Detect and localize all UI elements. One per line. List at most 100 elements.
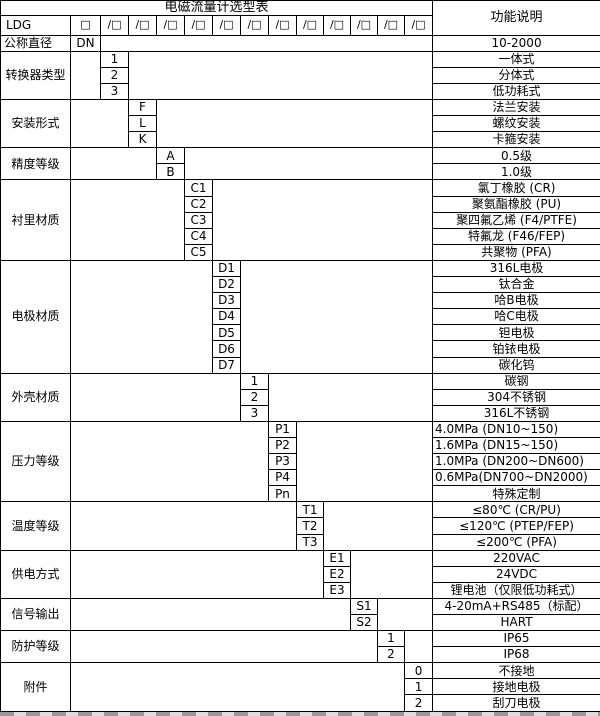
row-label-nominal-diameter: 公称直径 — [0, 34, 71, 52]
group-label-liner-material: 衬里材质 — [0, 179, 71, 261]
option-desc-cell: 4-20mA+RS485（标配） — [432, 597, 600, 616]
option-code-cell: P4 — [268, 469, 297, 487]
option-desc-cell: 碳钢 — [432, 372, 600, 390]
option-desc-cell: 0.6MPa(DN700~DN2000) — [432, 469, 600, 487]
scan-artifact — [0, 712, 600, 716]
option-desc-cell: 0.5级 — [432, 147, 600, 165]
option-desc-cell: 碳化钨 — [432, 356, 600, 374]
model-slot: /□ — [100, 14, 129, 36]
group-label-signal-output: 信号输出 — [0, 597, 71, 632]
empty-cell — [70, 420, 269, 503]
option-code-cell: C2 — [184, 195, 213, 213]
option-desc-cell: 1.6MPa (DN15~150) — [432, 436, 600, 455]
option-code-cell: 0 — [403, 662, 434, 680]
option-code-cell: D2 — [212, 276, 241, 294]
empty-cell — [70, 99, 129, 149]
option-code-cell: T1 — [296, 501, 324, 519]
model-prefix: LDG — [0, 14, 71, 36]
empty-cell — [70, 630, 378, 664]
option-code-cell: D4 — [212, 308, 241, 326]
group-label-converter-type: 转换器类型 — [0, 50, 71, 101]
option-code-cell: T2 — [296, 517, 324, 535]
option-code-cell: E1 — [323, 549, 351, 567]
option-desc-cell: 24VDC — [432, 565, 600, 583]
option-code-cell: F — [128, 99, 157, 117]
empty-cell — [239, 259, 434, 374]
option-desc-cell: 刮刀电极 — [432, 694, 600, 712]
option-desc-cell: 钽电极 — [432, 324, 600, 342]
option-code-cell: L — [128, 115, 157, 133]
group-label-accuracy-class: 精度等级 — [0, 147, 71, 181]
option-desc-cell: 钛合金 — [432, 276, 600, 294]
option-code-cell: C1 — [184, 179, 213, 197]
option-desc-cell: 316L不锈钢 — [432, 404, 600, 422]
model-slot: /□ — [212, 14, 241, 36]
empty-cell — [349, 549, 434, 599]
option-code-cell: D1 — [212, 259, 241, 278]
option-code-cell: 3 — [100, 82, 129, 101]
empty-cell — [70, 50, 101, 101]
option-desc-cell: 哈C电极 — [432, 308, 600, 326]
empty-cell — [403, 630, 434, 664]
option-desc-cell: 聚氨酯橡胶 (PU) — [432, 195, 600, 213]
option-desc-cell: 不接地 — [432, 662, 600, 680]
option-desc-cell: 1.0级 — [432, 163, 600, 181]
empty-cell — [322, 501, 434, 551]
option-desc-cell: 卡箍安装 — [432, 131, 600, 149]
empty-cell — [70, 147, 157, 181]
option-code-cell: 3 — [240, 404, 269, 422]
model-slot: /□ — [377, 14, 405, 36]
option-code-cell: K — [128, 131, 157, 149]
option-desc-cell: 哈B电极 — [432, 292, 600, 310]
option-code-cell: C5 — [184, 243, 213, 261]
option-code-cell: A — [156, 147, 185, 165]
empty-cell — [70, 662, 405, 712]
model-slot: /□ — [268, 14, 297, 36]
group-label-mounting-type: 安装形式 — [0, 99, 71, 149]
empty-cell — [267, 372, 434, 422]
empty-cell — [376, 597, 434, 632]
empty-cell — [70, 501, 297, 551]
empty-cell — [183, 147, 434, 181]
option-desc-cell: 聚四氟乙烯 (F4/PTFE) — [432, 211, 600, 229]
option-desc-cell: 接地电极 — [432, 678, 600, 696]
empty-cell — [70, 179, 185, 261]
table-title: 电磁流量计选型表 — [0, 0, 434, 16]
group-label-temperature-rating: 温度等级 — [0, 501, 71, 551]
option-code-cell: 1 — [240, 372, 269, 390]
group-label-protection-class: 防护等级 — [0, 630, 71, 664]
option-code-cell: D5 — [212, 324, 241, 342]
option-code-cell: S1 — [350, 597, 378, 616]
option-code-cell: D7 — [212, 356, 241, 374]
option-desc-cell: 304不锈钢 — [432, 388, 600, 406]
option-code-cell: P1 — [268, 420, 297, 438]
option-desc-cell: ≤80℃ (CR/PU) — [432, 501, 600, 519]
option-code-cell: B — [156, 163, 185, 181]
option-desc-cell: 分体式 — [432, 66, 600, 84]
option-code-cell: C3 — [184, 211, 213, 229]
model-slot: /□ — [156, 14, 185, 36]
option-desc-cell: 316L电极 — [432, 259, 600, 278]
option-desc-cell: 4.0MPa (DN10~150) — [432, 420, 600, 438]
empty-cell — [211, 179, 434, 261]
option-desc-cell: 氯丁橡胶 (CR) — [432, 179, 600, 197]
option-code-cell: Pn — [268, 485, 297, 503]
option-desc-cell: IP68 — [432, 646, 600, 664]
group-label-power-supply: 供电方式 — [0, 549, 71, 599]
model-box: □ — [70, 14, 101, 36]
option-desc-cell: 法兰安装 — [432, 99, 600, 117]
option-desc-cell: 特氟龙 (F46/FEP) — [432, 227, 600, 245]
option-desc-cell: ≤120℃ (PTEP/FEP) — [432, 517, 600, 535]
empty-cell — [70, 597, 351, 632]
model-slot: /□ — [240, 14, 269, 36]
group-label-pressure-rating: 压力等级 — [0, 420, 71, 503]
diameter-code-cell: DN — [70, 34, 101, 52]
option-code-cell: C4 — [184, 227, 213, 245]
empty-cell — [70, 549, 324, 599]
model-slot: /□ — [323, 14, 351, 36]
empty-cell — [295, 420, 434, 503]
option-code-cell: E3 — [323, 581, 351, 599]
option-code-cell: P2 — [268, 436, 297, 455]
empty-cell — [99, 34, 434, 52]
